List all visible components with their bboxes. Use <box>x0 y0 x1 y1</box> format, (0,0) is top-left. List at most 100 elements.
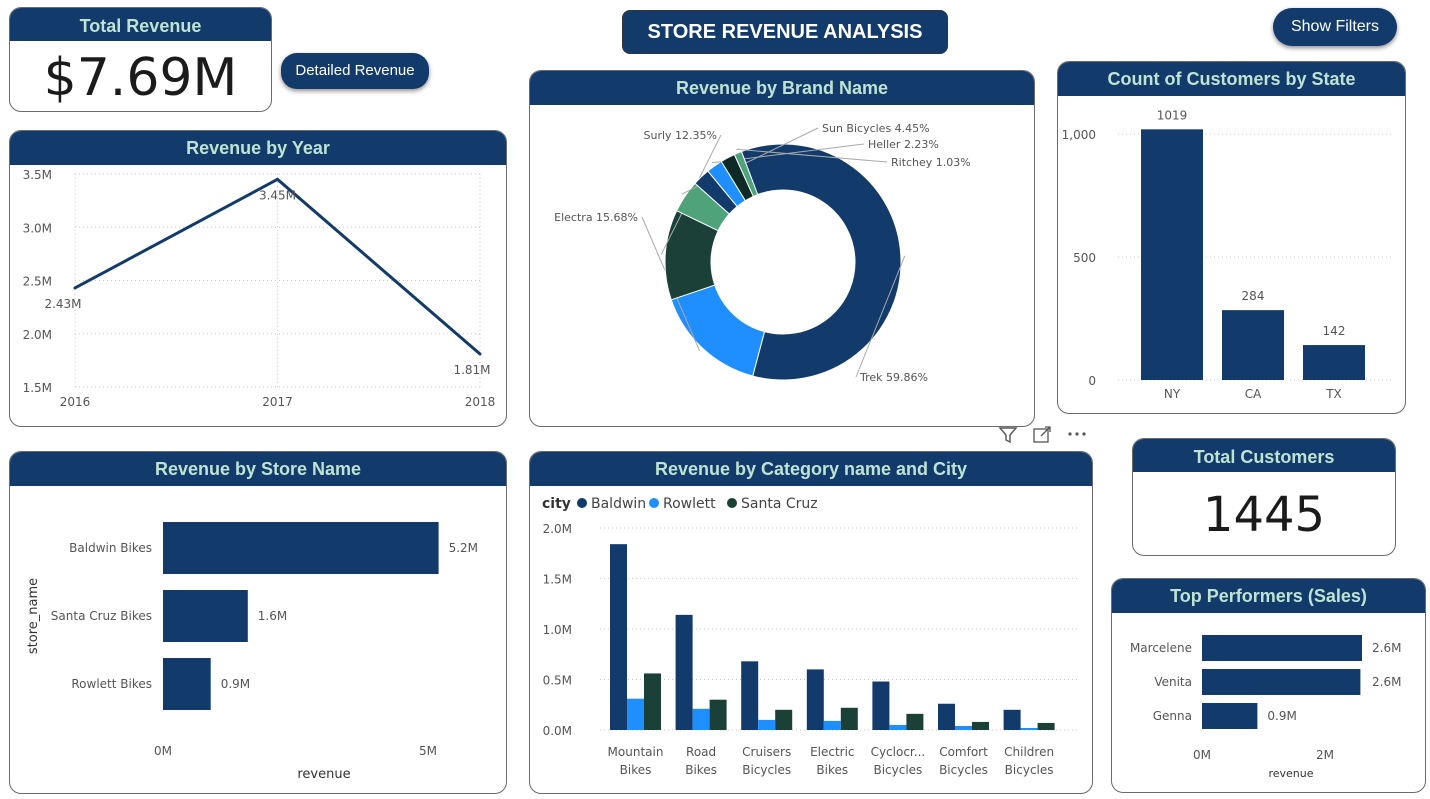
x-axis-title: revenue <box>297 767 350 782</box>
bar <box>741 661 759 730</box>
bar <box>806 669 824 730</box>
total-revenue-value: $7.69M <box>43 48 238 108</box>
data-label: 2.6M <box>1372 641 1401 655</box>
legend-label: Rowlett <box>663 496 716 512</box>
y-tick-label: 0 <box>1088 374 1096 388</box>
y-tick-label: 1.5M <box>23 381 52 395</box>
filter-icon[interactable] <box>998 427 1018 444</box>
bar <box>163 590 248 642</box>
x-tick-label: Children <box>1004 745 1054 759</box>
slice-label: Heller 2.23% <box>868 138 939 151</box>
y-tick-label: 3.5M <box>23 168 52 182</box>
bar <box>823 720 841 730</box>
x-tick-label: Bicycles <box>742 763 791 777</box>
revenue-by-brand-title: Revenue by Brand Name <box>530 71 1034 105</box>
x-tick-label: Bicycles <box>1005 763 1054 777</box>
revenue-by-store-title: Revenue by Store Name <box>10 452 506 486</box>
revenue-by-store-card[interactable]: Revenue by Store Name Baldwin Bikes 5.2M S… <box>9 451 507 794</box>
x-tick-label: 0M <box>1193 748 1211 762</box>
x-tick-label: Electric <box>810 745 854 759</box>
bar <box>1202 703 1258 729</box>
detailed-revenue-button[interactable]: Detailed Revenue <box>281 53 429 89</box>
focus-mode-icon[interactable] <box>1033 426 1051 443</box>
x-tick-label: CA <box>1245 387 1262 401</box>
y-tick-label: Genna <box>1153 709 1192 723</box>
legend-label: Santa Cruz <box>741 496 818 512</box>
slice-label: Electra 15.68% <box>554 211 638 224</box>
x-tick-label: 5M <box>419 744 437 758</box>
page-title: STORE REVENUE ANALYSIS <box>622 10 948 54</box>
bar <box>1303 345 1365 380</box>
y-tick-label: 2.0M <box>543 522 572 536</box>
bar <box>1202 635 1362 661</box>
y-tick-label: 0.5M <box>543 674 572 688</box>
total-customers-title: Total Customers <box>1133 439 1395 472</box>
revenue-by-year-chart: 1.5M 2.0M 2.5M 3.0M 3.5M 2016 2017 2018 2.43M 3.4… <box>23 168 496 409</box>
y-tick-label: Marcelene <box>1130 641 1192 655</box>
data-label: 0.9M <box>221 677 250 691</box>
bar <box>840 707 858 730</box>
bar <box>675 614 693 730</box>
total-customers-value: 1445 <box>1202 487 1326 543</box>
y-tick-label: 2.0M <box>23 328 52 342</box>
customers-by-state-card[interactable]: Count of Customers by State 0 500 1,000 101… <box>1057 61 1406 414</box>
x-tick-label: Bicycles <box>939 763 988 777</box>
bar <box>872 681 890 730</box>
x-tick-label: 2016 <box>60 395 91 409</box>
bar <box>938 703 955 730</box>
y-tick-label: Rowlett Bikes <box>71 677 152 691</box>
bar <box>163 658 211 710</box>
bar <box>644 673 661 730</box>
bar <box>709 699 727 730</box>
bar <box>1202 669 1361 695</box>
x-tick-label: Cruisers <box>742 745 791 759</box>
slice-label: Surly 12.35% <box>644 129 717 142</box>
x-tick-label: Road <box>686 745 716 759</box>
data-point <box>276 177 279 181</box>
data-label: 284 <box>1242 289 1265 303</box>
y-tick-label: 3.0M <box>23 221 52 235</box>
x-tick-label: NY <box>1164 387 1181 401</box>
revenue-by-category-card[interactable]: Revenue by Category name and City city Ba… <box>529 451 1093 794</box>
data-label: 1019 <box>1157 108 1188 122</box>
top-performers-chart: Marcelene 2.6M Venita 2.6M Genna 0.9M 0M 2Mreve… <box>1130 635 1401 780</box>
data-point <box>478 352 482 356</box>
donut-slice <box>670 284 766 377</box>
revenue-by-year-title: Revenue by Year <box>10 131 506 165</box>
revenue-by-brand-chart: Trek 59.86% Electra 15.68% Surly 12.35% Sun… <box>554 122 971 384</box>
data-label: 142 <box>1323 324 1346 338</box>
bar <box>627 698 644 730</box>
y-tick-label: 1.5M <box>543 573 572 587</box>
x-tick-label: 2017 <box>262 395 293 409</box>
total-revenue-title: Total Revenue <box>10 8 271 41</box>
bar <box>1020 727 1038 730</box>
data-label: 0.9M <box>1267 709 1296 723</box>
revenue-by-category-chart: city Baldwin Rowlett Santa Cruz 0.0M 0.5M 1.0M… <box>542 496 1080 777</box>
show-filters-button[interactable]: Show Filters <box>1273 8 1397 46</box>
y-tick-label: 500 <box>1073 251 1096 265</box>
y-tick-label: 1,000 <box>1062 128 1096 142</box>
x-tick-label: 2M <box>1316 748 1334 762</box>
data-label: 1.6M <box>258 609 287 623</box>
x-tick-label: 0M <box>154 744 172 758</box>
bar <box>163 522 439 574</box>
revenue-by-brand-card[interactable]: Revenue by Brand Name Trek 59.86% Electra… <box>529 70 1035 427</box>
legend-marker <box>649 498 659 508</box>
bar <box>955 725 972 730</box>
leader-line <box>855 255 906 378</box>
x-tick-label: TX <box>1325 387 1342 401</box>
y-tick-label: 1.0M <box>543 623 572 637</box>
more-options-icon[interactable] <box>1068 432 1086 436</box>
data-label: 1.81M <box>453 363 490 377</box>
top-performers-title: Top Performers (Sales) <box>1112 579 1425 613</box>
visual-header-icons <box>998 426 1086 444</box>
customers-by-state-chart: 0 500 1,000 1019 NY 284 CA 142 TX <box>1062 108 1393 401</box>
bar <box>758 719 776 730</box>
slice-label: Ritchey 1.03% <box>891 156 971 169</box>
x-tick-label: Bikes <box>620 763 652 777</box>
y-tick-label: 2.5M <box>23 275 52 289</box>
bar <box>972 721 989 730</box>
revenue-by-year-card[interactable]: Revenue by Year 1.5M 2.0M 2.5M 3.0M 3.5M 2016… <box>9 130 507 427</box>
top-performers-card[interactable]: Top Performers (Sales) Marcelene 2.6M Veni… <box>1111 578 1426 793</box>
legend-label: Baldwin <box>591 496 646 512</box>
